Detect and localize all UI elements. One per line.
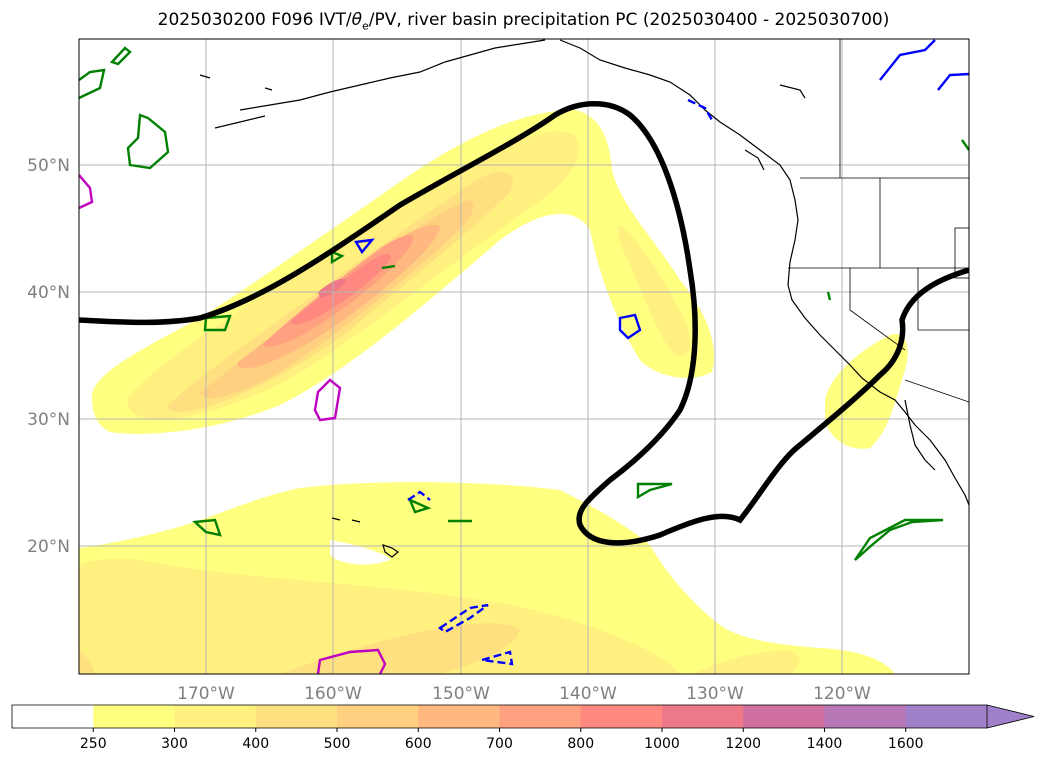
ivt-colorbar: 250 300 400 500 600 700 800 1000 1200 1400 1600 [11,704,1035,752]
colorbar-tick-label: 500 [324,736,351,752]
colorbar-tick-label: 250 [80,736,107,752]
colorbar-swatch [418,705,500,728]
lon-label: 140°W [559,684,617,704]
colorbar-swatch [905,705,988,728]
graticule [79,39,969,674]
colorbar-swatch [662,705,744,728]
state-borders [788,39,969,403]
colorbar-tick-label: 800 [567,736,594,752]
lat-label: 20°N [27,537,70,557]
theta-e-contours-green [79,46,969,561]
lon-labels: 170°W 160°W 150°W 140°W 130°W 120°W [177,684,871,704]
lat-label: 40°N [27,283,70,303]
lat-label: 50°N [27,156,70,176]
colorbar-swatch [174,705,257,728]
theta-e-contours-magenta [79,174,387,674]
colorbar-tick-label: 400 [242,736,269,752]
coastlines [199,39,969,558]
colorbar-tick-label: 1400 [807,736,843,752]
lon-label: 150°W [432,684,490,704]
colorbar-tick-label: 700 [486,736,513,752]
colorbar-swatch [337,705,419,728]
theta-e-contours-blue [354,39,969,666]
lat-label: 30°N [27,410,70,430]
colorbar-tick-label: 1200 [725,736,761,752]
figure-title: 2025030200 F096 IVT/θe/PV, river basin p… [157,10,890,33]
lon-label: 120°W [813,684,871,704]
lon-label: 130°W [686,684,744,704]
ivt-shading-south [79,482,895,674]
lon-label: 160°W [304,684,362,704]
map-frame [78,38,970,675]
colorbar-tick-label: 1600 [888,736,924,752]
lat-labels: 50°N 40°N 30°N 20°N [27,156,70,557]
pv-contour [79,101,969,546]
colorbar-swatch [499,705,582,728]
colorbar-swatch [580,705,663,728]
colorbar-swatch [93,705,175,728]
colorbar-extend-arrow [986,704,1035,729]
lon-label: 170°W [177,684,235,704]
colorbar-swatch [824,705,907,728]
colorbar-tick-label: 300 [161,736,188,752]
colorbar-swatch [743,705,825,728]
map-plot-area [79,39,969,674]
colorbar-tick-label: 600 [405,736,432,752]
colorbar-swatch [12,705,94,728]
colorbar-swatch [255,705,338,728]
colorbar-tick-label: 1000 [644,736,680,752]
